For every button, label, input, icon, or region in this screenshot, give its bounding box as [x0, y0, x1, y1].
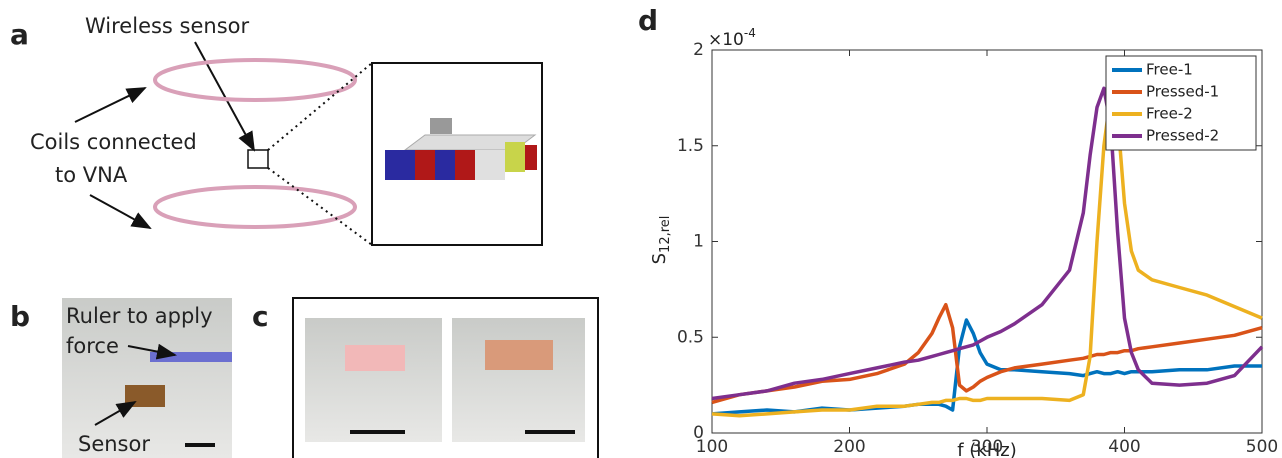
legend-label: Pressed-2: [1146, 127, 1219, 145]
arrow: [194, 41, 255, 152]
sensor-photo: [345, 345, 405, 371]
x-tick-label: 300: [971, 437, 1003, 457]
arrow: [89, 194, 152, 229]
y-label-sub: 12,rel: [658, 216, 673, 253]
y-label-main: S: [649, 253, 670, 264]
coils-text: Coils connected: [30, 130, 197, 154]
x-axis-label: f (kHz): [957, 440, 1017, 458]
y-multiplier-exp: -4: [744, 26, 756, 40]
photo: [452, 318, 585, 442]
ruler-text: force: [66, 334, 119, 358]
y-tick-label: 2: [693, 40, 704, 60]
photo: [305, 318, 442, 442]
sensor-render: [385, 118, 537, 180]
series-line: [711, 86, 1264, 401]
arrow: [94, 401, 137, 426]
sensor-photo: [485, 340, 553, 370]
photo: [62, 298, 232, 458]
x-tick-label: 200: [833, 437, 865, 457]
x-tick-label: 500: [1246, 437, 1278, 457]
coil: [153, 185, 357, 229]
ruler-text: Ruler to apply: [66, 304, 213, 328]
arrow: [74, 87, 147, 123]
panel-label: b: [10, 300, 30, 333]
x-tick-label: 100: [696, 437, 728, 457]
y-tick-label: 0: [693, 423, 704, 443]
y-tick-label: 0.5: [677, 327, 704, 347]
x-tick-label: 400: [1108, 437, 1140, 457]
zoom-box: [247, 149, 269, 169]
y-multiplier-base: ×10: [708, 30, 744, 50]
panel-label: d: [638, 4, 658, 37]
panel-label: c: [252, 300, 269, 333]
callout: Wireless sensor: [85, 14, 250, 38]
y-multiplier: ×10-4: [708, 26, 756, 51]
y-tick-label: 1.5: [677, 136, 704, 156]
legend-label: Pressed-1: [1146, 83, 1219, 101]
series-line: [711, 302, 1263, 405]
photo-frame: [292, 297, 599, 458]
ruler: [150, 352, 232, 362]
coils-text: to VNA: [55, 163, 128, 187]
panel-label: a: [10, 18, 29, 51]
zoom-line: [267, 62, 373, 151]
series-line: [711, 92, 1263, 418]
coil: [153, 58, 357, 102]
y-tick-label: 1: [693, 232, 704, 252]
legend-label: Free-2: [1146, 105, 1193, 123]
arrow: [127, 343, 177, 360]
sensor-text: Sensor: [78, 432, 150, 456]
y-axis-label: S12,rel: [649, 216, 673, 265]
legend-label: Free-1: [1146, 61, 1193, 79]
